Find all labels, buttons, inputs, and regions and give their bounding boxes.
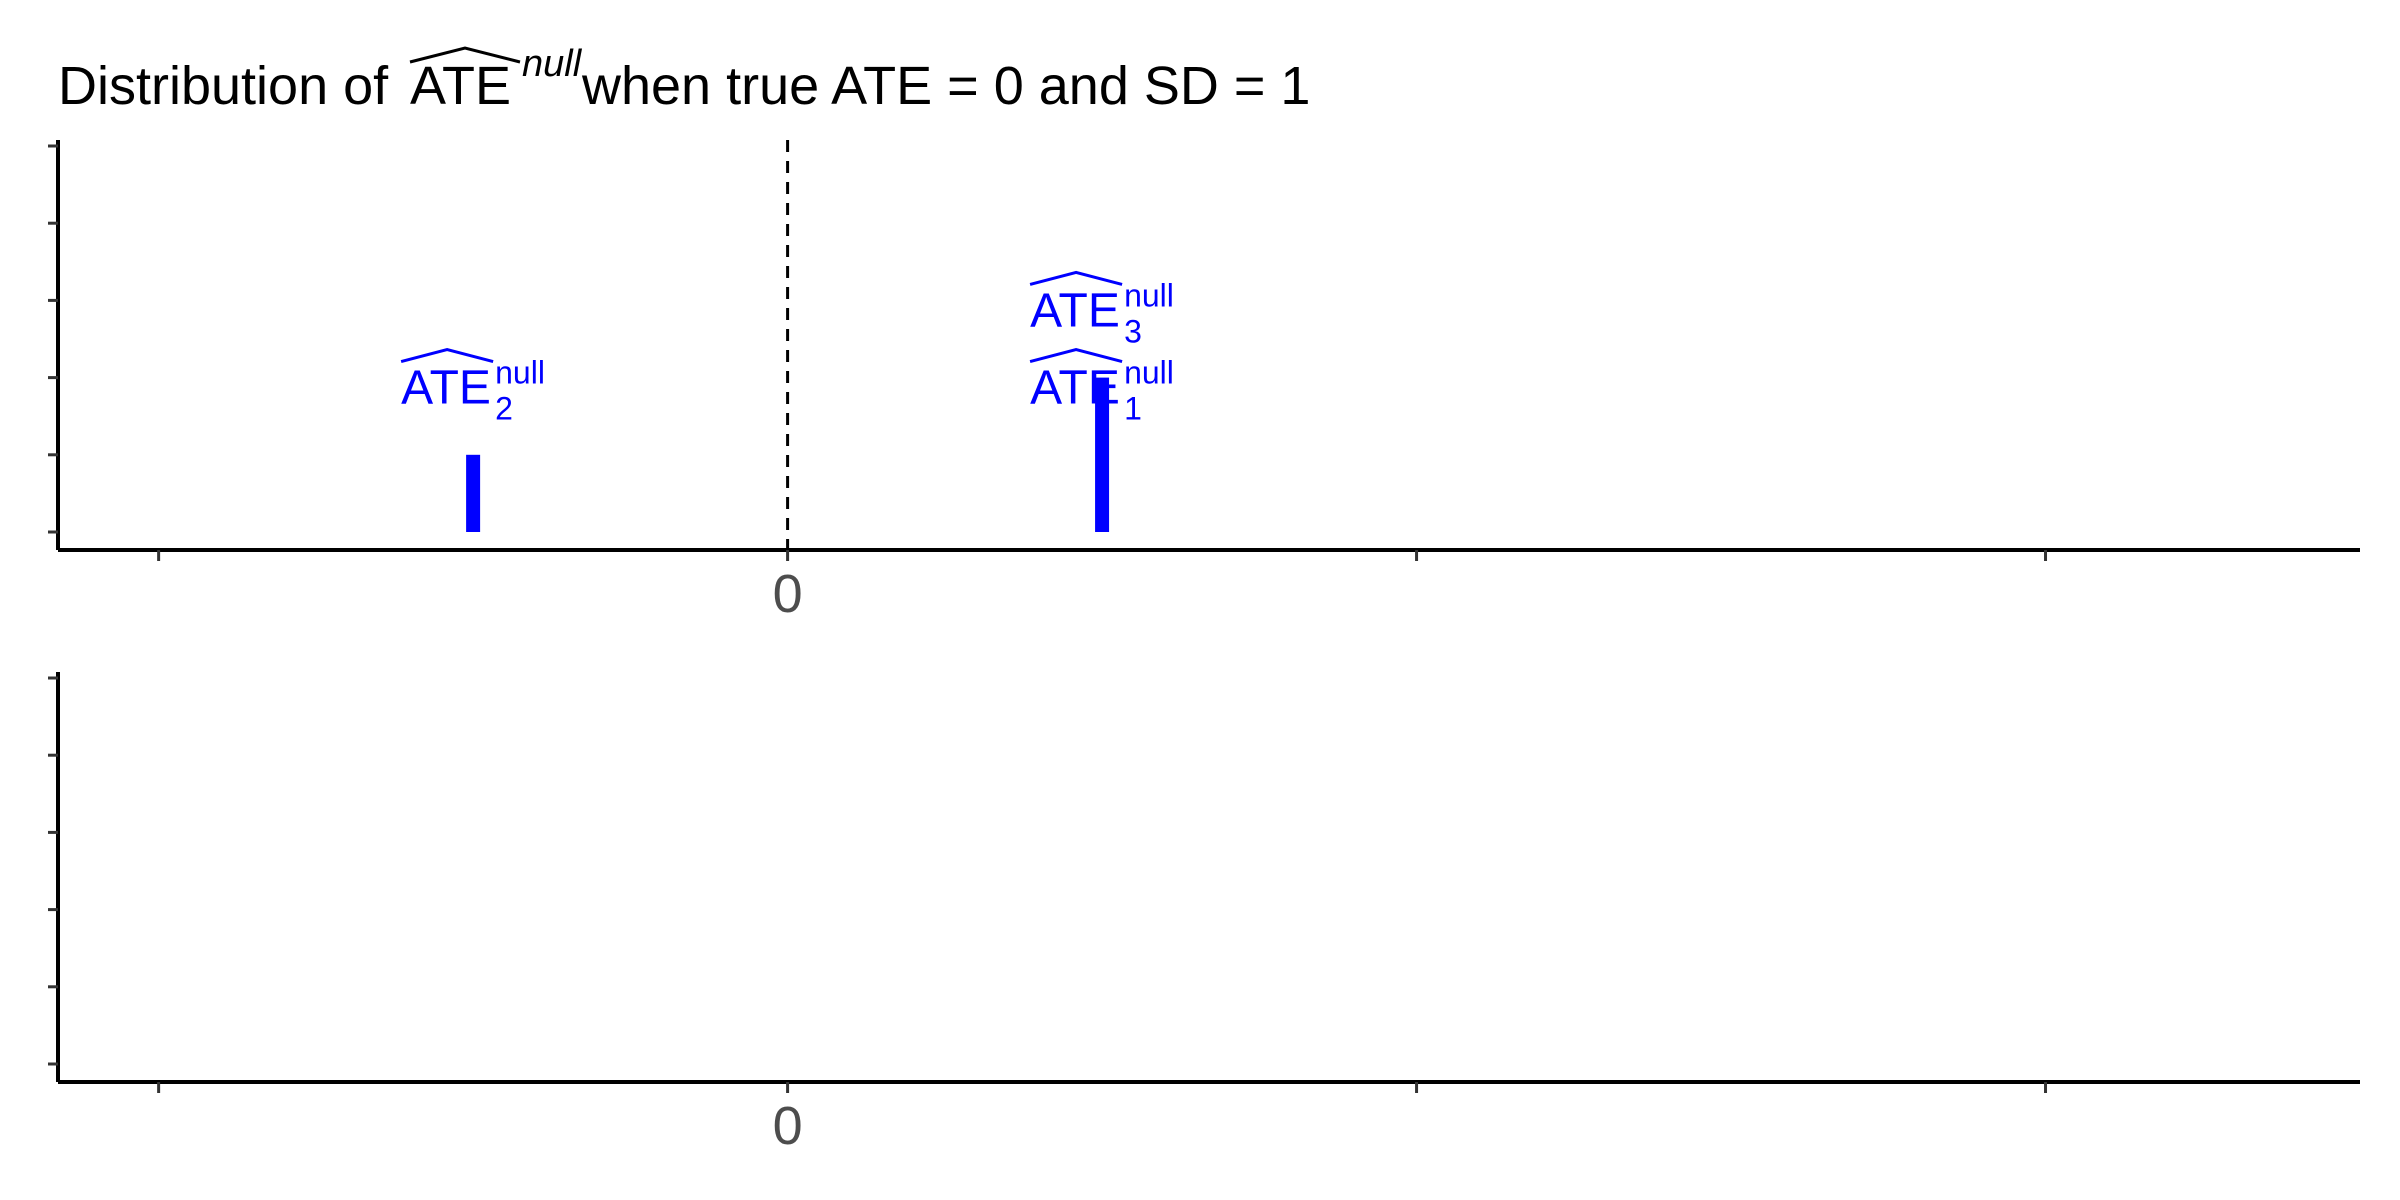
estimate-label-superscript: null bbox=[1124, 277, 1174, 313]
title-suffix: when true ATE = 0 and SD = 1 bbox=[581, 56, 1310, 116]
title-prefix: Distribution of bbox=[58, 56, 389, 116]
estimate-label-hat bbox=[1029, 270, 1123, 286]
estimate-label-hat bbox=[1029, 348, 1123, 364]
title-estimator-hat bbox=[409, 46, 521, 64]
estimate-label-text: ATE bbox=[1030, 362, 1120, 415]
estimate-label-superscript: null bbox=[1124, 355, 1174, 391]
estimate-label-hat bbox=[400, 348, 494, 364]
panel-bottom: 0 bbox=[48, 672, 2360, 1156]
estimate-label-superscript: null bbox=[495, 355, 545, 391]
estimate-label-text: ATE bbox=[401, 362, 491, 415]
x-tick-label: 0 bbox=[773, 1096, 803, 1156]
x-tick-label: 0 bbox=[773, 564, 803, 624]
svg-text:Distribution of: Distribution of bbox=[58, 56, 389, 116]
estimate-label-subscript: 3 bbox=[1124, 313, 1142, 349]
title-estimator: ATE bbox=[410, 56, 511, 116]
chart-title: Distribution of ATE null when true ATE =… bbox=[58, 43, 1310, 116]
estimate-label-subscript: 1 bbox=[1124, 391, 1142, 427]
histogram-bar bbox=[1095, 377, 1110, 532]
estimate-label-subscript: 2 bbox=[495, 391, 513, 427]
histogram-bar bbox=[466, 454, 481, 532]
estimate-label-text: ATE bbox=[1030, 284, 1120, 337]
title-estimator-superscript: null bbox=[522, 43, 583, 85]
